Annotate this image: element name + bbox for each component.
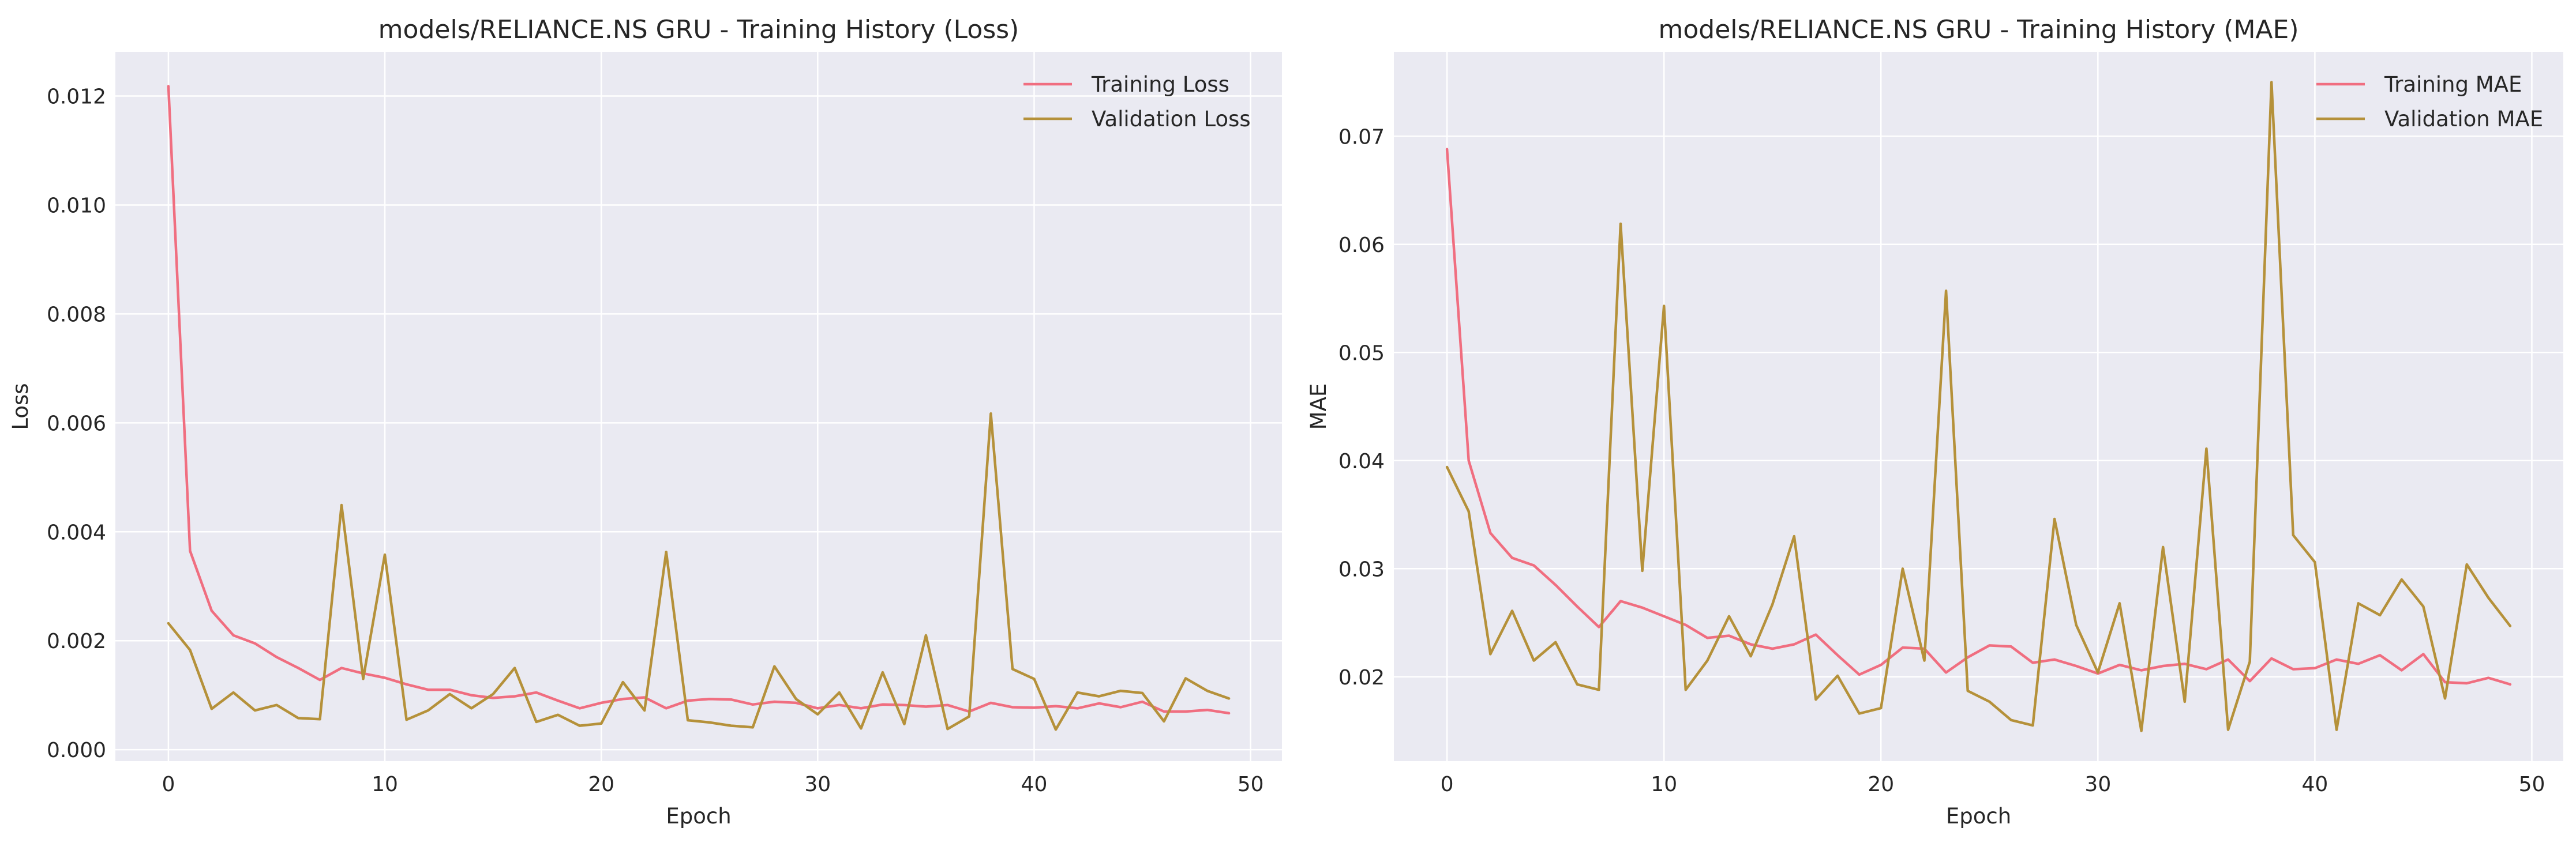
loss-x-tick-label: 50 bbox=[1238, 773, 1264, 796]
mae-x-tick-label: 0 bbox=[1441, 773, 1454, 796]
mae-y-axis-label: MAE bbox=[1306, 383, 1331, 430]
mae-legend-label: Validation MAE bbox=[2384, 107, 2543, 131]
mae-y-tick-label: 0.05 bbox=[1338, 341, 1385, 365]
mae-plot-area bbox=[1394, 52, 2563, 761]
loss-x-tick-label: 40 bbox=[1021, 773, 1048, 796]
loss-y-tick-label: 0.010 bbox=[47, 194, 106, 217]
loss-chart: 0 10 20 30 40 50 0.000 0.002 0.004 0.006 0.008 0.01… bbox=[8, 15, 1282, 829]
mae-legend-label: Training MAE bbox=[2384, 72, 2522, 97]
loss-x-tick-label: 30 bbox=[804, 773, 831, 796]
loss-y-tick-label: 0.012 bbox=[47, 85, 106, 109]
loss-y-tick-label: 0.000 bbox=[47, 739, 106, 762]
loss-x-tick-label: 20 bbox=[588, 773, 614, 796]
mae-x-tick-label: 20 bbox=[1868, 773, 1894, 796]
loss-x-axis-label: Epoch bbox=[666, 804, 731, 829]
loss-y-tick-label: 0.004 bbox=[47, 521, 106, 544]
mae-x-axis-label: Epoch bbox=[1946, 804, 2011, 829]
mae-x-tick-label: 30 bbox=[2084, 773, 2111, 796]
loss-chart-title: models/RELIANCE.NS GRU - Training Histor… bbox=[378, 15, 1019, 44]
mae-y-tick-label: 0.04 bbox=[1338, 450, 1385, 473]
mae-y-tick-label: 0.06 bbox=[1338, 234, 1385, 257]
loss-plot-area bbox=[115, 52, 1282, 761]
loss-x-tick-label: 0 bbox=[162, 773, 175, 796]
mae-series-validation-mae bbox=[1445, 81, 2512, 732]
loss-series-validation-loss bbox=[167, 412, 1231, 731]
loss-legend-label: Validation Loss bbox=[1092, 107, 1251, 131]
mae-chart: 0 10 20 30 40 50 0.02 0.03 0.04 0.05 0.06 0.07 model… bbox=[1306, 15, 2563, 829]
loss-y-tick-label: 0.008 bbox=[47, 303, 106, 326]
loss-y-axis-label: Loss bbox=[8, 383, 33, 430]
mae-chart-title: models/RELIANCE.NS GRU - Training Histor… bbox=[1658, 15, 2298, 44]
loss-y-tick-label: 0.002 bbox=[47, 630, 106, 653]
loss-y-tick-label: 0.006 bbox=[47, 412, 106, 435]
loss-series-training-loss bbox=[167, 85, 1231, 715]
mae-x-tick-label: 40 bbox=[2301, 773, 2328, 796]
loss-x-tick-label: 10 bbox=[372, 773, 398, 796]
mae-x-tick-label: 10 bbox=[1651, 773, 1677, 796]
loss-legend-label: Training Loss bbox=[1091, 72, 1229, 97]
mae-x-tick-label: 50 bbox=[2519, 773, 2545, 796]
mae-y-tick-label: 0.03 bbox=[1338, 558, 1385, 581]
mae-series-training-mae bbox=[1445, 148, 2512, 686]
mae-y-tick-label: 0.07 bbox=[1338, 125, 1385, 149]
mae-y-tick-label: 0.02 bbox=[1338, 666, 1385, 690]
